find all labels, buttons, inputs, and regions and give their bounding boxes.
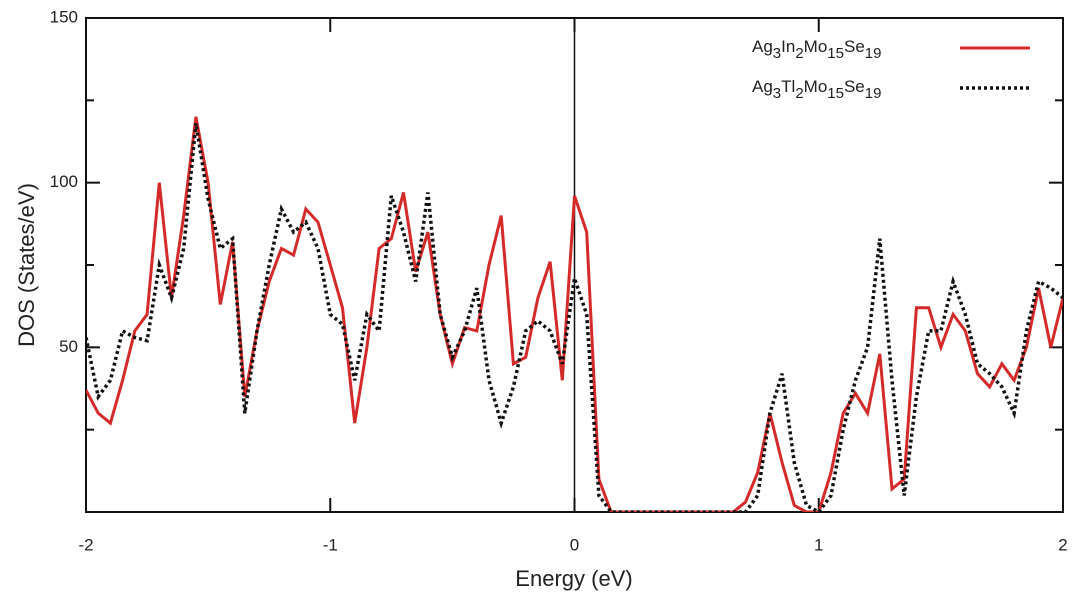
legend-label: Ag3In2Mo15Se19: [752, 37, 881, 61]
x-tick-label: 2: [1058, 535, 1067, 554]
y-axis-label: DOS (States/eV): [14, 183, 39, 347]
legend-label: Ag3Tl2Mo15Se19: [752, 77, 881, 101]
y-tick-label: 100: [50, 172, 78, 191]
x-tick-label: 0: [570, 535, 579, 554]
series-line: [86, 123, 1063, 512]
y-tick-label: 150: [50, 7, 78, 26]
x-tick-label: -2: [78, 535, 93, 554]
series-line: [86, 116, 1063, 512]
x-tick-label: 1: [814, 535, 823, 554]
x-tick-label: -1: [323, 535, 338, 554]
y-tick-label: 50: [59, 337, 78, 356]
x-axis-label: Energy (eV): [515, 566, 632, 591]
